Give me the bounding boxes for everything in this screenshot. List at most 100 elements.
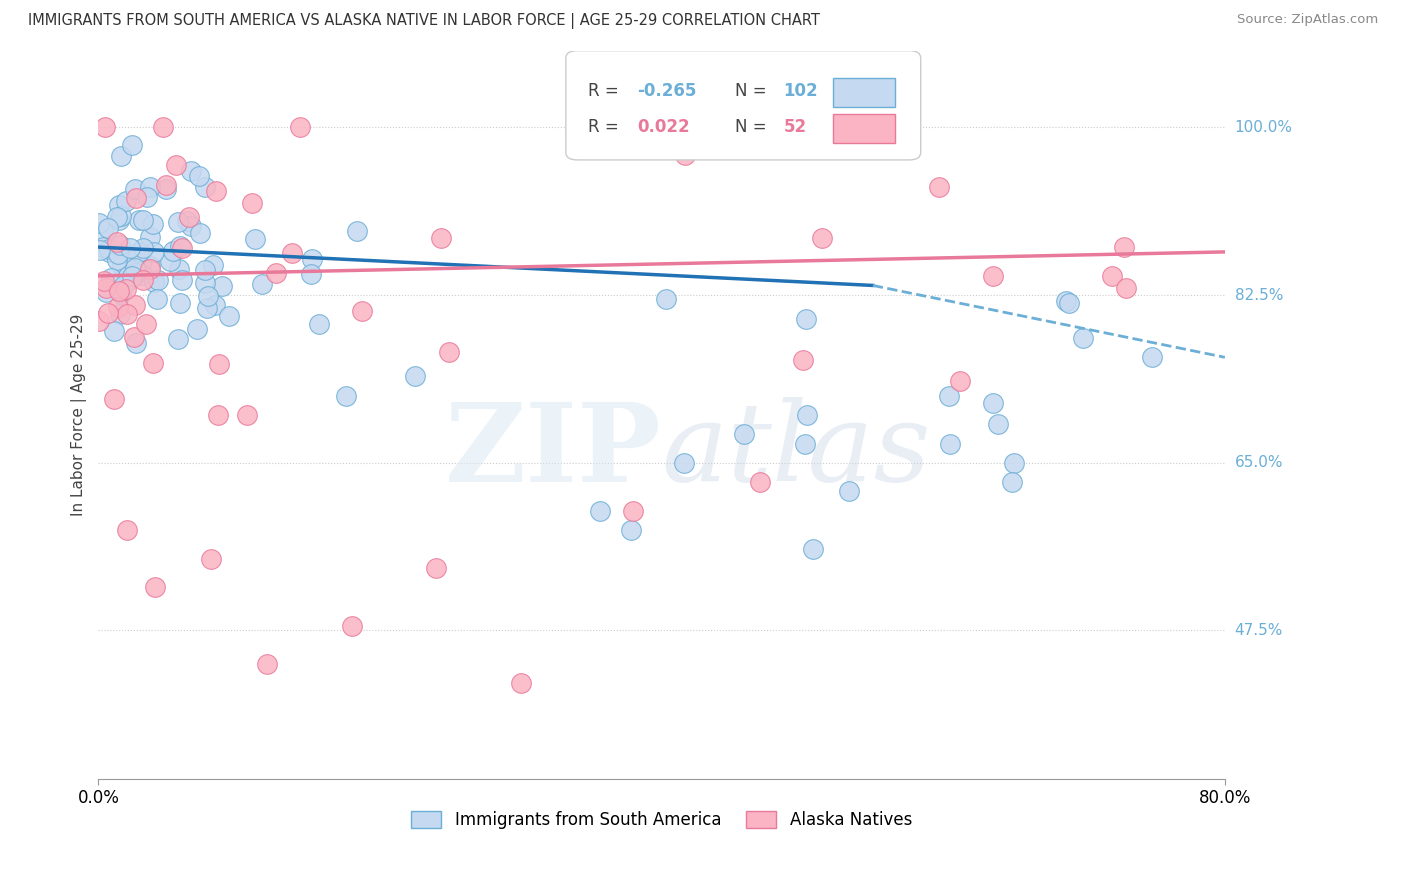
- Point: [107, 246, 129, 260]
- Point: [94, 281, 117, 295]
- Point: [437, 345, 460, 359]
- Point: [100, 270, 122, 285]
- Point: [1115, 281, 1137, 295]
- Text: 52: 52: [783, 118, 807, 136]
- Point: [105, 210, 128, 224]
- Legend: Immigrants from South America, Alaska Natives: Immigrants from South America, Alaska Na…: [405, 805, 918, 836]
- Point: [122, 330, 145, 344]
- Point: [796, 408, 818, 422]
- Point: [110, 286, 132, 301]
- Point: [129, 256, 152, 270]
- Point: [308, 317, 330, 331]
- Point: [1002, 456, 1025, 470]
- Point: [124, 259, 146, 273]
- Text: N =: N =: [735, 118, 772, 136]
- Point: [105, 235, 128, 250]
- Point: [187, 169, 209, 183]
- Point: [105, 253, 128, 268]
- Point: [194, 263, 217, 277]
- Point: [124, 182, 146, 196]
- Point: [124, 335, 146, 350]
- Point: [197, 289, 219, 303]
- Point: [103, 392, 125, 406]
- Point: [1001, 475, 1024, 489]
- Point: [111, 259, 134, 273]
- Point: [170, 273, 193, 287]
- Point: [620, 523, 643, 537]
- Text: 47.5%: 47.5%: [1234, 623, 1282, 638]
- Point: [280, 245, 302, 260]
- Point: [749, 475, 772, 489]
- Text: -0.265: -0.265: [637, 82, 696, 100]
- Text: 65.0%: 65.0%: [1234, 455, 1284, 470]
- Point: [346, 224, 368, 238]
- Point: [162, 244, 184, 258]
- Point: [87, 216, 110, 230]
- Point: [167, 215, 190, 229]
- Point: [340, 618, 363, 632]
- Point: [93, 274, 115, 288]
- Point: [242, 196, 264, 211]
- Point: [132, 213, 155, 227]
- Point: [128, 244, 150, 259]
- Point: [194, 276, 217, 290]
- Point: [152, 120, 174, 135]
- Point: [131, 268, 153, 282]
- Point: [136, 190, 159, 204]
- Point: [243, 232, 266, 246]
- Point: [110, 149, 132, 163]
- Point: [176, 213, 198, 227]
- Point: [733, 427, 755, 442]
- Point: [673, 147, 696, 161]
- Point: [169, 296, 191, 310]
- Point: [169, 239, 191, 253]
- Point: [623, 503, 645, 517]
- Point: [115, 307, 138, 321]
- Point: [91, 240, 114, 254]
- Text: R =: R =: [588, 118, 624, 136]
- Y-axis label: In Labor Force | Age 25-29: In Labor Force | Age 25-29: [72, 314, 87, 516]
- Point: [194, 180, 217, 194]
- Point: [350, 303, 373, 318]
- Point: [135, 317, 157, 331]
- Point: [290, 120, 312, 135]
- Point: [87, 314, 110, 328]
- Point: [939, 436, 962, 450]
- Point: [142, 356, 165, 370]
- Point: [139, 229, 162, 244]
- Point: [1054, 294, 1077, 309]
- Point: [202, 259, 225, 273]
- Point: [128, 213, 150, 227]
- Point: [117, 269, 139, 284]
- Point: [96, 306, 118, 320]
- Point: [142, 244, 165, 259]
- Point: [143, 275, 166, 289]
- Point: [981, 268, 1004, 283]
- Point: [301, 252, 323, 266]
- Point: [138, 180, 160, 194]
- Point: [110, 209, 132, 223]
- Point: [264, 266, 287, 280]
- Point: [207, 408, 229, 422]
- Point: [103, 324, 125, 338]
- Point: [112, 277, 135, 292]
- Point: [250, 277, 273, 291]
- Point: [121, 271, 143, 285]
- Point: [299, 267, 322, 281]
- Point: [1101, 268, 1123, 283]
- FancyBboxPatch shape: [565, 51, 921, 160]
- Point: [139, 260, 162, 274]
- Text: 102: 102: [783, 82, 818, 100]
- Point: [509, 676, 531, 690]
- Text: Source: ZipAtlas.com: Source: ZipAtlas.com: [1237, 13, 1378, 27]
- Text: IMMIGRANTS FROM SOUTH AMERICA VS ALASKA NATIVE IN LABOR FORCE | AGE 25-29 CORREL: IMMIGRANTS FROM SOUTH AMERICA VS ALASKA …: [28, 13, 820, 29]
- Point: [96, 221, 118, 235]
- Point: [987, 417, 1010, 432]
- Point: [108, 307, 131, 321]
- Point: [124, 297, 146, 311]
- Point: [673, 456, 696, 470]
- Point: [404, 369, 426, 384]
- Point: [121, 137, 143, 152]
- Point: [155, 178, 177, 192]
- Point: [1112, 240, 1135, 254]
